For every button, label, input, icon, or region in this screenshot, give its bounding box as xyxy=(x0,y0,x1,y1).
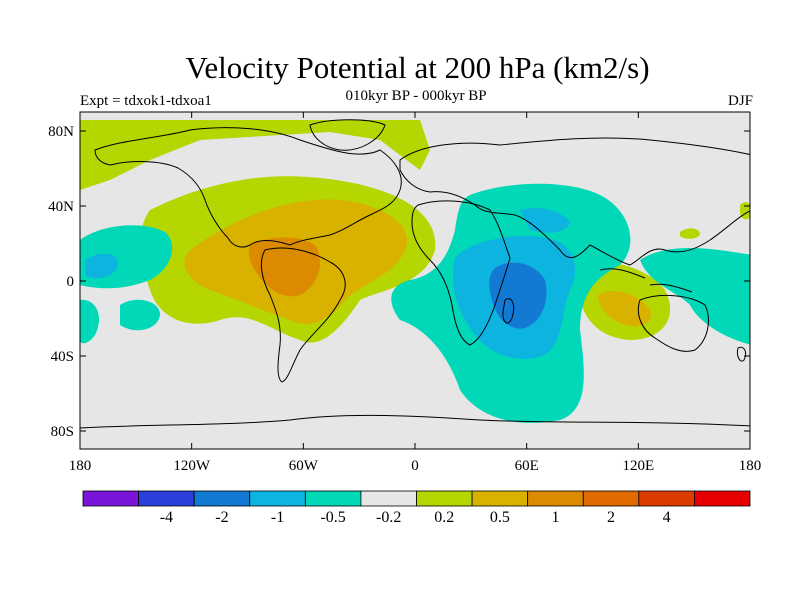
contour-negative-02 xyxy=(80,299,100,344)
coastline-greenland xyxy=(309,119,386,151)
map-subtitle: 010kyr BP - 000kyr BP xyxy=(345,88,487,104)
lon-tick-label: 60W xyxy=(289,458,319,474)
lat-tick-label: 80S xyxy=(51,424,74,440)
lon-tick-label: 120E xyxy=(622,458,654,474)
coastline-antarctica xyxy=(80,414,750,429)
contour-positive-1 xyxy=(248,237,320,297)
legend-label: 2 xyxy=(607,509,615,526)
legend-swatch xyxy=(527,490,584,507)
legend-swatch xyxy=(694,490,751,507)
legend-label: -0.2 xyxy=(376,509,401,526)
legend-swatch xyxy=(304,490,362,507)
legend-swatch xyxy=(249,490,306,507)
contour-positive-02 xyxy=(680,228,700,239)
contour-positive-05 xyxy=(598,290,651,327)
coastline-africa xyxy=(411,200,511,346)
lat-tick-label: 40N xyxy=(48,199,74,215)
coastline-north-america xyxy=(94,127,402,248)
legend-swatch xyxy=(416,490,473,507)
color-legend: -4 -2 -1 -0.5 -0.2 0.2 0.5 1 2 4 xyxy=(82,490,751,526)
lat-tick-label: 80N xyxy=(48,124,74,140)
legend-label: 0.2 xyxy=(434,509,454,526)
legend-swatch xyxy=(582,490,640,507)
legend-label: -2 xyxy=(215,509,228,526)
legend-swatch xyxy=(471,490,529,507)
coastlines xyxy=(80,119,750,429)
coastline-south-america xyxy=(260,247,346,383)
axis-ticks xyxy=(79,112,751,449)
lat-tick-label: 40S xyxy=(51,349,74,365)
axis-tick-labels: 180 120W 60W 0 60E 120E 180 80N 40N 0 40S 80S xyxy=(48,124,761,474)
legend-label: -1 xyxy=(271,509,284,526)
lon-tick-label: 0 xyxy=(411,458,419,474)
experiment-label: Expt = tdxok1-tdxoa1 xyxy=(80,93,212,109)
coastline-indonesia xyxy=(599,268,693,293)
contour-fields xyxy=(80,120,750,423)
legend-swatch xyxy=(193,490,251,507)
contour-negative-02 xyxy=(640,248,750,345)
legend-label: -0.5 xyxy=(320,509,345,526)
coastline-new-zealand xyxy=(737,346,747,362)
contour-negative-05 xyxy=(85,253,119,279)
coastline-australia xyxy=(637,295,709,352)
legend-swatch xyxy=(82,490,139,507)
contour-negative-02 xyxy=(120,299,160,331)
lon-tick-label: 180 xyxy=(739,458,762,474)
legend-swatch xyxy=(138,490,195,507)
lat-tick-label: 0 xyxy=(67,274,75,290)
legend-swatch xyxy=(360,490,417,507)
legend-swatch xyxy=(638,490,695,507)
legend-label: 4 xyxy=(663,509,671,526)
legend-label: -4 xyxy=(160,509,173,526)
lon-tick-label: 120W xyxy=(173,458,211,474)
lon-tick-label: 60E xyxy=(515,458,539,474)
lon-tick-label: 180 xyxy=(69,458,92,474)
season-label: DJF xyxy=(727,93,753,109)
coastline-madagascar xyxy=(502,298,515,324)
legend-label: 0.5 xyxy=(490,509,510,526)
contour-negative-05 xyxy=(520,208,570,233)
map-title: Velocity Potential at 200 hPa (km2/s) xyxy=(185,50,650,85)
contour-positive-02 xyxy=(80,120,430,190)
coastline-eurasia xyxy=(399,137,750,266)
legend-label: 1 xyxy=(551,509,559,526)
